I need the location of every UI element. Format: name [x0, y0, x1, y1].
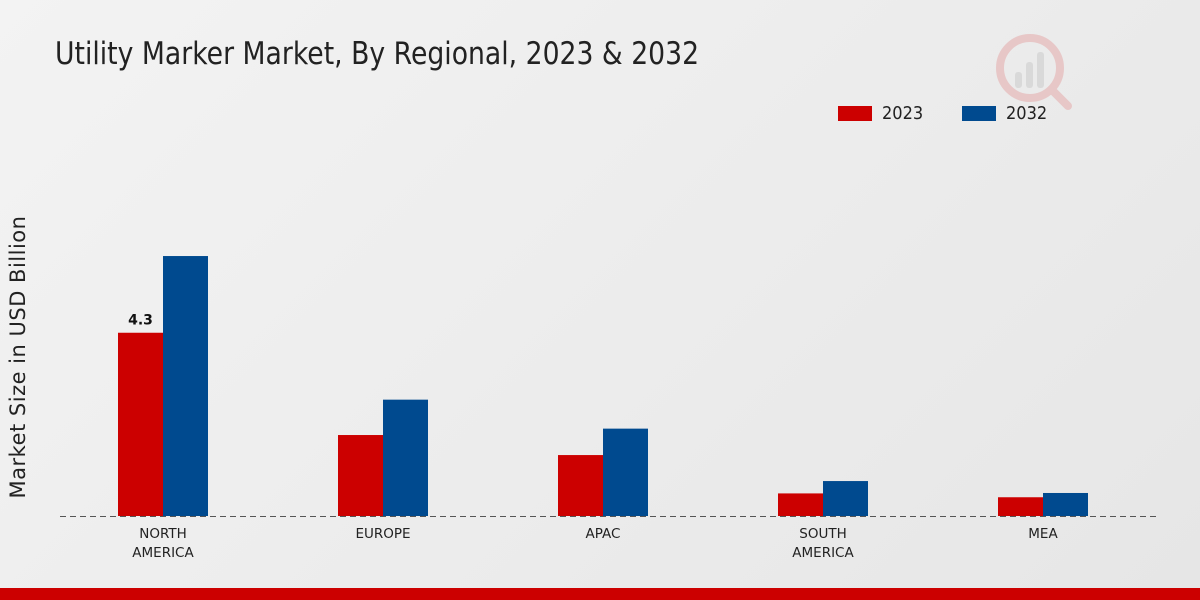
bar-2032-2 — [603, 428, 648, 516]
legend-item-2023: 2023 — [838, 103, 928, 124]
bar-2032-1 — [383, 399, 428, 516]
bar-2032-0 — [163, 256, 208, 516]
legend: 2023 2032 — [838, 103, 1086, 124]
data-label: 4.3 — [128, 313, 153, 329]
legend-item-2032: 2032 — [961, 103, 1052, 124]
chart-title: Utility Marker Market, By Regional, 2023… — [55, 36, 700, 72]
bar-2032-4 — [1043, 492, 1088, 516]
x-tick-label: MEA — [1028, 526, 1058, 542]
bar-2032-3 — [823, 481, 868, 516]
bar-2023-1 — [338, 435, 383, 516]
legend-swatch-2023 — [838, 106, 872, 121]
footer-bar — [0, 588, 1200, 600]
x-tick-label: NORTH AMERICA — [132, 526, 194, 561]
bar-2023-2 — [558, 455, 603, 516]
x-tick-label: APAC — [586, 526, 621, 542]
legend-label-2023: 2023 — [882, 103, 924, 124]
watermark-logo-icon — [996, 34, 1072, 110]
legend-swatch-2032 — [961, 106, 996, 121]
bar-2023-4 — [998, 497, 1043, 516]
legend-label-2032: 2032 — [1005, 103, 1048, 124]
x-tick-label: SOUTH AMERICA — [792, 526, 854, 561]
bar-2023-3 — [778, 493, 823, 516]
bar-2023-0 — [118, 332, 163, 516]
x-tick-label: EUROPE — [355, 526, 410, 542]
